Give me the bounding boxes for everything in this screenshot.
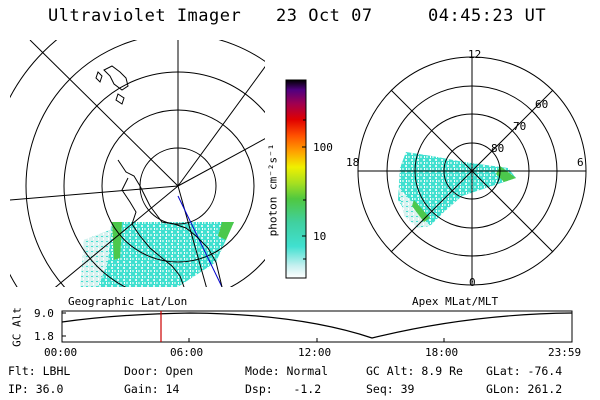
apex-lat-60: 60 [535, 98, 549, 111]
apex-panel-label: Apex MLat/MLT [412, 295, 499, 308]
colorbar-unit-label: photon cm⁻²s⁻¹ [266, 143, 280, 237]
glon-info: GLon: 261.2 [486, 382, 563, 396]
apex-lat-70: 70 [513, 120, 527, 133]
apex-lat-80: 80 [491, 142, 505, 155]
mode-info: Mode: Normal [245, 364, 329, 378]
altitude-xtick-0000: 00:00 [44, 346, 78, 359]
filter-info: Flt: LBHL [8, 364, 71, 378]
colorbar-ticks [302, 119, 306, 260]
apex-grid [357, 56, 587, 286]
dsp-info: Dsp: -1.2 [245, 382, 322, 396]
altitude-xtick-1800: 18:00 [425, 346, 459, 359]
ip-info: IP: 36.0 [8, 382, 64, 396]
time-label: 04:45:23 UT [428, 6, 547, 26]
apex-mlt-12: 12 [468, 48, 482, 61]
altitude-xtick-0600: 06:00 [170, 346, 204, 359]
altitude-ytick-9: 9.0 [34, 307, 54, 320]
apex-mlt-6: 6 [577, 156, 584, 169]
altitude-curve [61, 312, 573, 339]
apex-mlt-18: 18 [346, 156, 360, 169]
altitude-plot-frame [61, 310, 573, 343]
geographic-map [10, 40, 265, 287]
colorbar-tick-10: 10 [313, 230, 327, 243]
colorbar-tick-100: 100 [313, 141, 333, 154]
altitude-ytick-1-8: 1.8 [34, 330, 54, 343]
apex-mlt-0: 0 [469, 276, 476, 289]
colorbar [285, 79, 307, 279]
gc-alt-info: GC Alt: 8.9 Re [366, 364, 463, 378]
altitude-xtick-1200: 12:00 [298, 346, 332, 359]
geographic-panel-label: Geographic Lat/Lon [68, 295, 188, 308]
altitude-xtick-2359: 23:59 [548, 346, 582, 359]
door-info: Door: Open [124, 364, 194, 378]
altitude-ylabel: GC Alt [10, 307, 24, 347]
app-title: Ultraviolet Imager [48, 6, 242, 26]
date-label: 23 Oct 07 [276, 6, 373, 26]
glat-info: GLat: -76.4 [486, 364, 563, 378]
noon-meridian-line [177, 195, 223, 287]
gain-info: Gain: 14 [124, 382, 180, 396]
seq-info: Seq: 39 [366, 382, 415, 396]
